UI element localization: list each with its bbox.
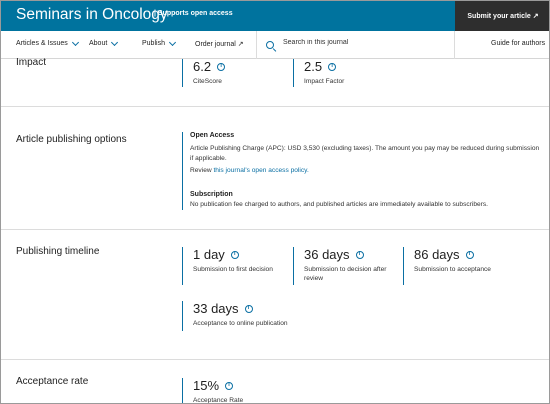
impact-factor-label: Impact Factor — [304, 78, 345, 85]
first-decision-metric: 1 day i Submission to first decision — [182, 247, 292, 285]
journal-title[interactable]: Seminars in Oncology — [16, 6, 168, 23]
online-publication-metric: 33 days i Acceptance to online publicati… — [182, 301, 322, 331]
nav-divider — [256, 31, 257, 59]
nav-about[interactable]: About — [89, 38, 119, 47]
journal-nav: Articles & Issues About Publish Order jo… — [1, 31, 549, 59]
chevron-down-icon — [111, 38, 119, 46]
online-publication-value: 33 days — [193, 301, 239, 316]
acceptance-time-metric: 86 days i Submission to acceptance — [403, 247, 533, 285]
publishing-options-label: Article publishing options — [16, 134, 127, 145]
citescore-label: CiteScore — [193, 78, 222, 85]
decision-after-review-metric: 36 days i Submission to decision after r… — [293, 247, 401, 285]
nav-about-label: About — [89, 40, 108, 47]
info-icon[interactable]: i — [328, 62, 337, 71]
open-access-tag: | Supports open access — [154, 10, 233, 17]
info-icon[interactable]: i — [465, 250, 474, 259]
decision-after-review-label: Submission to decision after review — [304, 266, 387, 282]
nav-publish-label: Publish — [142, 40, 165, 47]
subscription-heading: Subscription — [190, 191, 233, 198]
acceptance-rate-metric: 15% i Acceptance Rate — [182, 378, 244, 404]
subscription-text: No publication fee charged to authors, a… — [190, 201, 488, 208]
publishing-timeline-label: Publishing timeline — [16, 246, 100, 257]
info-icon[interactable]: i — [225, 381, 234, 390]
nav-articles-issues-label: Articles & Issues — [16, 40, 68, 47]
info-icon[interactable]: i — [217, 62, 226, 71]
nav-articles-issues[interactable]: Articles & Issues — [16, 38, 79, 47]
first-decision-label: Submission to first decision — [193, 266, 273, 273]
acceptance-time-label: Submission to acceptance — [414, 266, 491, 273]
info-icon[interactable]: i — [355, 250, 364, 259]
acceptance-rate-section-label: Acceptance rate — [16, 376, 89, 387]
citescore-metric: 6.2 i CiteScore — [182, 59, 226, 87]
section-divider — [1, 359, 549, 360]
section-divider — [1, 229, 549, 230]
section-divider — [1, 106, 549, 107]
info-icon[interactable]: i — [244, 304, 253, 313]
journal-header: Seminars in Oncology | Supports open acc… — [1, 1, 549, 31]
submit-article-button[interactable]: Submit your article ↗ — [455, 1, 549, 31]
search-icon[interactable] — [266, 41, 274, 49]
citescore-value: 6.2 — [193, 59, 212, 74]
nav-divider — [454, 31, 455, 59]
open-access-heading: Open Access — [190, 132, 235, 139]
review-prefix: Review — [190, 167, 212, 174]
publishing-options-block: Open Access Article Publishing Charge (A… — [182, 132, 542, 210]
nav-publish[interactable]: Publish — [142, 38, 177, 47]
nav-order-journal-label: Order journal ↗ — [195, 41, 244, 48]
guide-for-authors-link[interactable]: Guide for authors — [491, 40, 546, 47]
acceptance-time-value: 86 days — [414, 247, 460, 262]
online-publication-label: Acceptance to online publication — [193, 320, 288, 327]
impact-factor-metric: 2.5 i Impact Factor — [293, 59, 344, 87]
decision-after-review-value: 36 days — [304, 247, 350, 262]
first-decision-value: 1 day — [193, 247, 225, 262]
acceptance-rate-value: 15% — [193, 378, 220, 393]
impact-factor-value: 2.5 — [304, 59, 323, 74]
chevron-down-icon — [71, 38, 79, 46]
open-access-policy-link[interactable]: this journal's open access policy. — [213, 167, 309, 174]
nav-order-journal[interactable]: Order journal ↗ — [195, 40, 244, 48]
acceptance-rate-label: Acceptance Rate — [193, 397, 244, 404]
open-access-apc-text: Article Publishing Charge (APC): USD 3,5… — [190, 145, 540, 162]
impact-section-label: Impact — [16, 57, 47, 68]
chevron-down-icon — [168, 38, 177, 46]
open-access-review-line: Review this journal's open access policy… — [190, 166, 542, 176]
search-input[interactable] — [283, 39, 443, 46]
info-icon[interactable]: i — [230, 250, 239, 259]
